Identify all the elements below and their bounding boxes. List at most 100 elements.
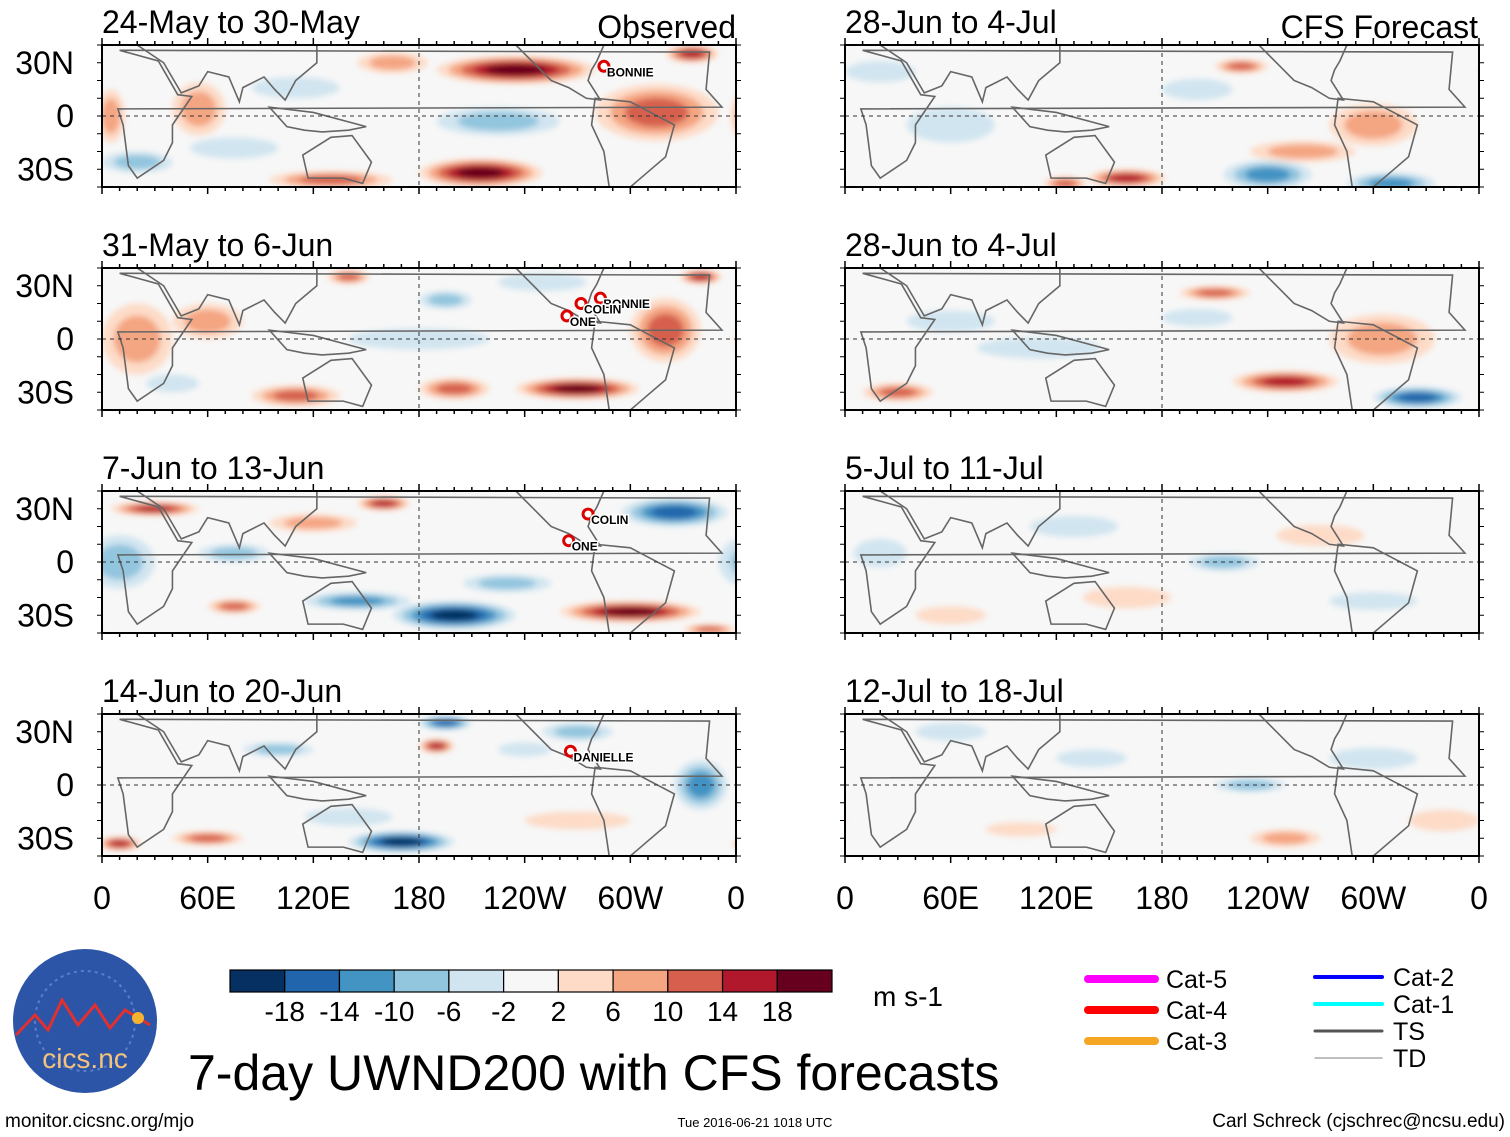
anomaly-contour	[739, 387, 827, 408]
legend-item: Cat-1	[1313, 991, 1454, 1019]
storm-marker[interactable]: BONNIE	[593, 291, 652, 313]
anomaly-contour	[1344, 110, 1403, 139]
legend-label: Cat-5	[1166, 966, 1227, 994]
panel-title: 31-May to 6-Jun	[102, 227, 333, 263]
anomaly-contour	[1056, 749, 1127, 768]
coastline	[1010, 329, 1110, 356]
anomaly-contour	[299, 175, 363, 185]
coastline	[116, 718, 724, 849]
anomaly-contour	[906, 310, 995, 332]
coastline	[135, 45, 318, 105]
legend-label: Cat-4	[1166, 997, 1227, 1025]
logo-text: cics.nc	[42, 1043, 128, 1074]
hurricane-icon	[560, 309, 574, 323]
map-panel: 28-Jun to 4-Jul	[739, 227, 1510, 417]
coastline	[1010, 552, 1110, 579]
colorbar-label: -10	[374, 996, 414, 1027]
storm-marker[interactable]: DANIELLE	[563, 744, 635, 766]
hurricane-icon	[574, 297, 588, 310]
anomaly-contour	[184, 309, 231, 333]
wind-anomaly-field	[102, 715, 736, 853]
anomaly-contour	[1488, 539, 1510, 567]
wind-anomaly-field	[102, 496, 824, 633]
colorbar-label: -14	[319, 996, 359, 1027]
anomaly-contour	[764, 393, 802, 402]
lat-label: 30S	[17, 374, 74, 410]
legend-item: Cat-2	[1313, 964, 1454, 992]
lon-label: 180	[392, 880, 445, 916]
anomaly-contour	[0, 378, 5, 399]
lon-label: 0	[836, 880, 854, 916]
anomaly-contour	[5, 306, 58, 354]
anomaly-contour	[337, 273, 360, 281]
panel-title: 7-Jun to 13-Jun	[102, 450, 324, 486]
anomaly-contour	[1408, 809, 1479, 832]
anomaly-contour	[330, 596, 385, 606]
anomaly-contour	[734, 178, 779, 189]
coastline	[878, 45, 1061, 105]
anomaly-contour	[485, 64, 547, 76]
storm-name: COLIN	[591, 513, 628, 527]
footer-url[interactable]: monitor.cicsnc.org/mjo	[5, 1111, 194, 1132]
lon-label: 0	[727, 880, 745, 916]
anomaly-contour	[1162, 308, 1233, 327]
anomaly-contour	[775, 810, 845, 831]
coastline	[267, 106, 367, 133]
hurricane-icon	[563, 744, 577, 758]
anomaly-contour	[524, 811, 631, 830]
storm-marker[interactable]: COLIN	[581, 507, 630, 529]
coastline	[116, 495, 724, 626]
storm-marker[interactable]: ONE	[562, 534, 599, 555]
coastline	[301, 580, 373, 631]
anomaly-contour	[428, 742, 445, 750]
legend-item: TS	[1313, 1018, 1425, 1046]
colorbar-unit: m s-1	[873, 981, 943, 1012]
footer-timestamp: Tue 2016-06-21 1018 UTC	[678, 1115, 833, 1130]
storm-marker[interactable]: BONNIE	[597, 59, 655, 81]
colorbar-swatch	[393, 969, 450, 993]
anomaly-contour	[695, 626, 724, 633]
lon-label: 120E	[1019, 880, 1094, 916]
hurricane-icon	[597, 59, 611, 73]
anomaly-contour	[1245, 167, 1291, 182]
cics-logo: cics.nc	[13, 949, 157, 1093]
anomaly-contour	[210, 547, 258, 559]
anomaly-contour	[427, 294, 463, 306]
storm-marker[interactable]: COLIN	[574, 297, 623, 318]
anomaly-contour	[1479, 61, 1510, 82]
coastline	[590, 766, 676, 856]
lat-label: 30N	[15, 714, 74, 750]
legend-label: Cat-2	[1393, 964, 1454, 992]
longitude-labels: 0 60E 120E 180 120W 60W 0 0 60E 120E 180 120W 60W 0	[93, 880, 1488, 916]
coastline	[1010, 775, 1110, 802]
anomaly-contour	[1497, 383, 1510, 401]
forecast-label: CFS Forecast	[1281, 9, 1478, 45]
anomaly-contour	[730, 550, 736, 574]
anomaly-contour	[680, 50, 704, 58]
anomaly-contour	[753, 503, 824, 515]
coastline	[116, 49, 724, 180]
coastline	[1257, 268, 1348, 325]
panel-title: 28-Jun to 4-Jul	[845, 227, 1057, 263]
anomaly-contour	[146, 374, 199, 393]
coastline	[859, 495, 1467, 626]
figure-title: 7-day UWND200 with CFS forecasts	[188, 1045, 999, 1101]
anomaly-contour	[985, 822, 1057, 837]
coastline	[514, 268, 605, 325]
lon-label: 120W	[483, 880, 567, 916]
lat-label: 30S	[17, 151, 74, 187]
coastline	[267, 552, 367, 579]
anomaly-contour	[254, 744, 302, 755]
storm-name: DANIELLE	[573, 750, 633, 764]
lat-label: 0	[56, 544, 74, 580]
lat-label: 30N	[15, 491, 74, 527]
storm-marker[interactable]: ONE	[560, 309, 597, 330]
coastline	[859, 718, 1467, 849]
lat-label: 30S	[17, 597, 74, 633]
anomaly-contour	[102, 544, 143, 580]
anomaly-contour	[251, 76, 340, 99]
coastline	[1257, 714, 1348, 771]
anomaly-contour	[553, 384, 602, 393]
anomaly-contour	[1262, 832, 1309, 845]
lat-label: 0	[56, 321, 74, 357]
